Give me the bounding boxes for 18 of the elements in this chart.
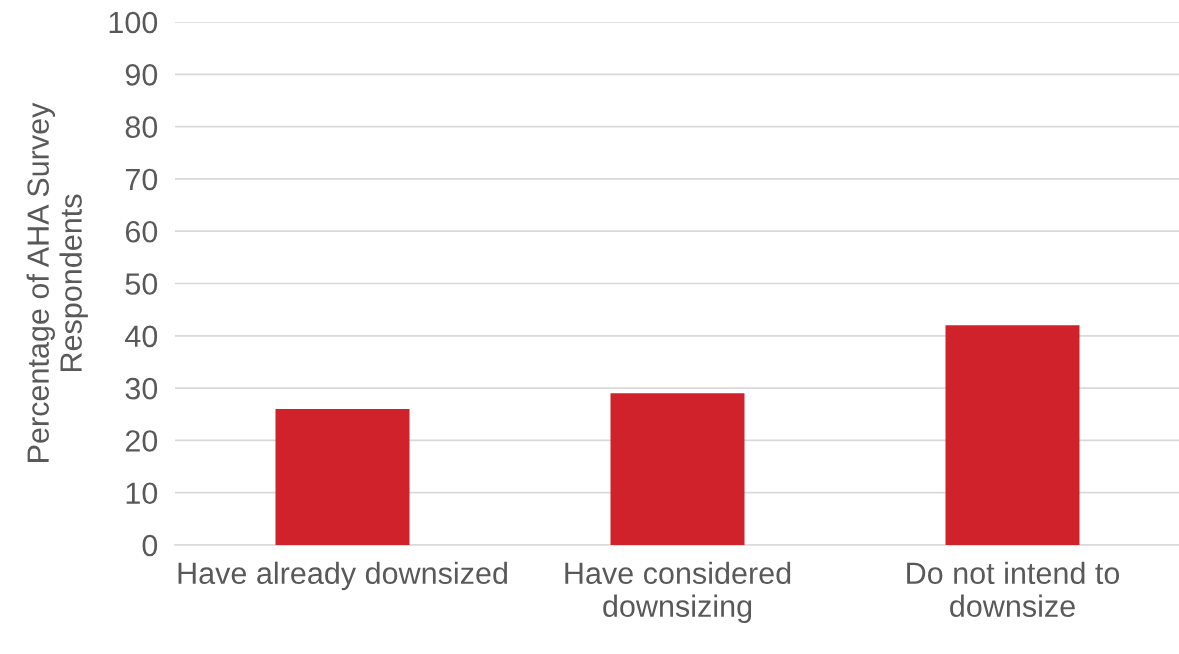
x-tick-label: Have already downsized [178,561,507,591]
y-tick-label: 60 [125,220,158,243]
bar [610,393,745,545]
x-tick-label: Have considered downsizing [565,561,791,624]
y-tick-label: 70 [125,168,158,191]
y-tick-label: 30 [125,377,158,400]
bar [945,325,1080,545]
y-tick-label: 10 [126,482,158,505]
y-tick-label: 90 [125,64,158,86]
y-tick-label: 40 [125,325,158,348]
bar [275,409,410,545]
y-tick-label: 20 [125,430,158,452]
y-tick-label: 0 [142,534,158,557]
y-axis-title: Percentage of AHA Survey Respondents [26,102,88,462]
x-tick-label: Do not intend to downsize [907,561,1120,618]
y-tick-label: 80 [125,116,158,138]
y-tick-label: 50 [125,273,158,295]
y-tick-label: 100 [109,11,158,34]
